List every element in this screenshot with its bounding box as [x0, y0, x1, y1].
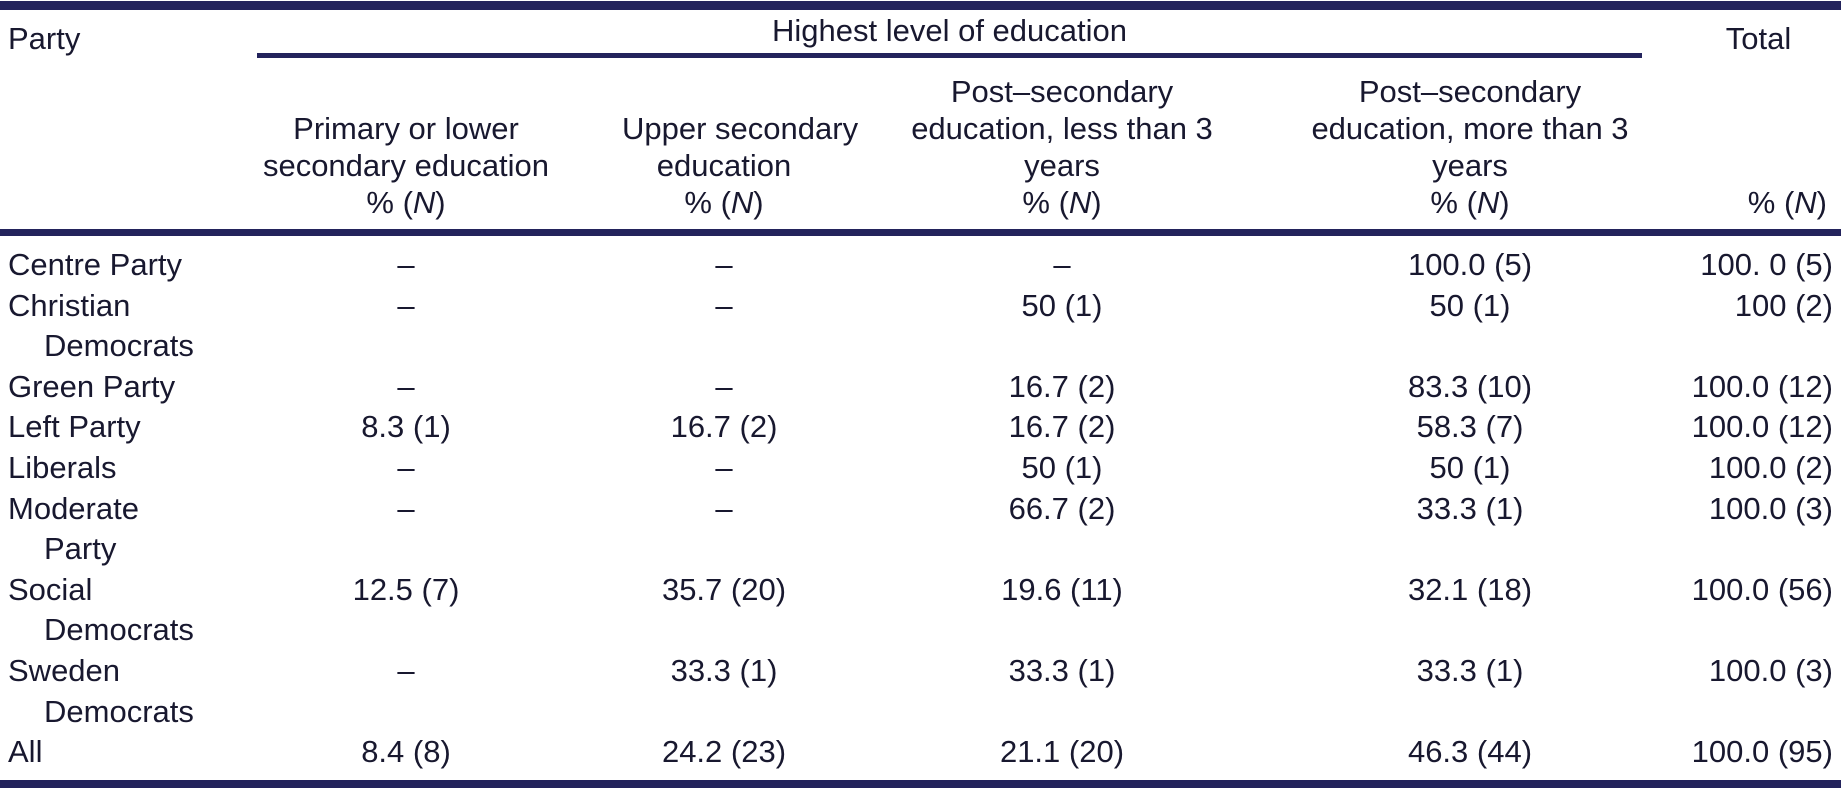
party-name: Sweden Democrats [8, 652, 194, 729]
total-cell: 100.0 (56) [1691, 571, 1833, 607]
party-name: Centre Party [8, 247, 183, 282]
data-cell: 8.4 (8) [361, 734, 451, 770]
data-cell: 66.7 (2) [1008, 490, 1116, 526]
spanner-cell: Highest level of education [257, 10, 1642, 58]
percent-n-label: % (N) [1022, 185, 1102, 220]
data-cell: – [397, 490, 415, 526]
table-subheader-row: Primary or lower secondary education % (… [0, 58, 1841, 223]
total-cell: 100 (2) [1734, 287, 1833, 323]
column-header-line: secondary education [262, 148, 550, 183]
total-cell: 100.0 (95) [1691, 734, 1833, 770]
table-row-green-party: Green Party – – 16.7 (2) 83.3 (10) 100.0… [0, 367, 1841, 408]
total-cell: 100.0 (12) [1691, 368, 1833, 404]
table-bottom-rule [0, 779, 1841, 788]
column-header-line: education, more than 3 [1311, 111, 1629, 146]
data-cell: 21.1 (20) [999, 734, 1125, 770]
spanner-header-label: Highest level of education [771, 13, 1127, 48]
data-cell: – [715, 449, 733, 485]
party-name: Social Democrats [8, 571, 194, 648]
party-name: Moderate Party [8, 490, 139, 567]
data-cell: – [397, 247, 415, 282]
data-cell: 8.3 (1) [361, 409, 451, 445]
party-name: Liberals [8, 449, 117, 485]
column-header-postsecondary-more-3: Post–secondary education, more than 3 ye… [1298, 58, 1642, 223]
data-cell: – [715, 490, 733, 526]
column-header-line: education [656, 148, 792, 183]
column-header-line: Primary or lower [293, 111, 519, 146]
data-cell: – [715, 287, 733, 323]
total-cell: 100.0 (3) [1708, 652, 1833, 688]
percent-n-label: % (N) [366, 185, 446, 220]
party-column-header: Party [8, 21, 81, 56]
data-cell: 50 (1) [1429, 449, 1511, 485]
table-row-sweden-democrats: Sweden Democrats – 33.3 (1) 33.3 (1) 33.… [0, 651, 1841, 732]
data-cell: – [397, 368, 415, 404]
column-header-line: years [1432, 148, 1508, 183]
data-cell: 33.3 (1) [1416, 490, 1524, 526]
percent-n-label: % (N) [1430, 185, 1510, 220]
data-cell: 33.3 (1) [1008, 652, 1116, 688]
column-header-line: Post–secondary [950, 74, 1174, 109]
data-cell: 50 (1) [1021, 287, 1103, 323]
table-row-all: All 8.4 (8) 24.2 (23) 21.1 (20) 46.3 (44… [0, 732, 1841, 773]
column-header-total-pn: % (N) [1642, 58, 1837, 223]
data-cell: 33.3 (1) [1416, 652, 1524, 688]
table-row-liberals: Liberals – – 50 (1) 50 (1) 100.0 (2) [0, 448, 1841, 489]
table-header-rule [0, 229, 1841, 236]
table-top-rule [0, 1, 1841, 10]
table-row-christian-democrats: Christian Democrats – – 50 (1) 50 (1) 10… [0, 286, 1841, 367]
data-cell: 33.3 (1) [670, 652, 778, 688]
column-header-upper-secondary: Upper secondary education % (N) [622, 58, 859, 223]
column-header-line: Post–secondary [1358, 74, 1582, 109]
data-cell: – [715, 247, 733, 282]
percent-n-label: % (N) [684, 185, 764, 220]
data-cell: – [1053, 247, 1071, 282]
total-cell: 100. 0 (5) [1700, 247, 1833, 282]
data-cell: 12.5 (7) [352, 571, 460, 607]
party-name: Left Party [8, 409, 141, 445]
percent-n-label: % (N) [1747, 185, 1827, 220]
total-cell: 100.0 (2) [1708, 449, 1833, 485]
column-header-line: Upper secondary [622, 111, 859, 146]
data-cell: 16.7 (2) [1008, 409, 1116, 445]
data-cell: – [397, 652, 415, 688]
data-cell: 19.6 (11) [1001, 571, 1123, 607]
party-name: Green Party [8, 368, 176, 404]
data-cell: 100.0 (5) [1407, 247, 1533, 282]
table-body: Centre Party – – – 100.0 (5) 100. 0 (5) … [0, 236, 1841, 773]
party-name: All [8, 734, 43, 770]
total-column-header: Total [1725, 21, 1792, 56]
data-cell: 46.3 (44) [1407, 734, 1533, 770]
data-cell: 32.1 (18) [1407, 571, 1533, 607]
data-cell: 58.3 (7) [1416, 409, 1524, 445]
total-cell: 100.0 (3) [1708, 490, 1833, 526]
data-cell: 16.7 (2) [1008, 368, 1116, 404]
column-header-primary-or-lower: Primary or lower secondary education % (… [190, 58, 622, 223]
table-row-moderate-party: Moderate Party – – 66.7 (2) 33.3 (1) 100… [0, 489, 1841, 570]
data-cell: – [397, 287, 415, 323]
data-cell: 35.7 (20) [661, 571, 787, 607]
table-row-centre-party: Centre Party – – – 100.0 (5) 100. 0 (5) [0, 245, 1841, 286]
column-header-postsecondary-less-3: Post–secondary education, less than 3 ye… [826, 58, 1298, 223]
table-row-left-party: Left Party 8.3 (1) 16.7 (2) 16.7 (2) 58.… [0, 407, 1841, 448]
table-header-spanner-row: Party Highest level of education Total [0, 10, 1841, 58]
data-cell: 50 (1) [1021, 449, 1103, 485]
party-subheader-spacer [8, 58, 190, 223]
column-header-line: years [1024, 148, 1100, 183]
data-cell: 24.2 (23) [661, 734, 787, 770]
column-header-line: education, less than 3 [911, 111, 1213, 146]
table-row-social-democrats: Social Democrats 12.5 (7) 35.7 (20) 19.6… [0, 570, 1841, 651]
data-cell: 83.3 (10) [1407, 368, 1533, 404]
party-name: Christian Democrats [8, 287, 194, 364]
data-cell: – [397, 449, 415, 485]
data-cell: 50 (1) [1429, 287, 1511, 323]
total-cell: 100.0 (12) [1691, 409, 1833, 445]
data-cell: – [715, 368, 733, 404]
data-cell: 16.7 (2) [670, 409, 778, 445]
